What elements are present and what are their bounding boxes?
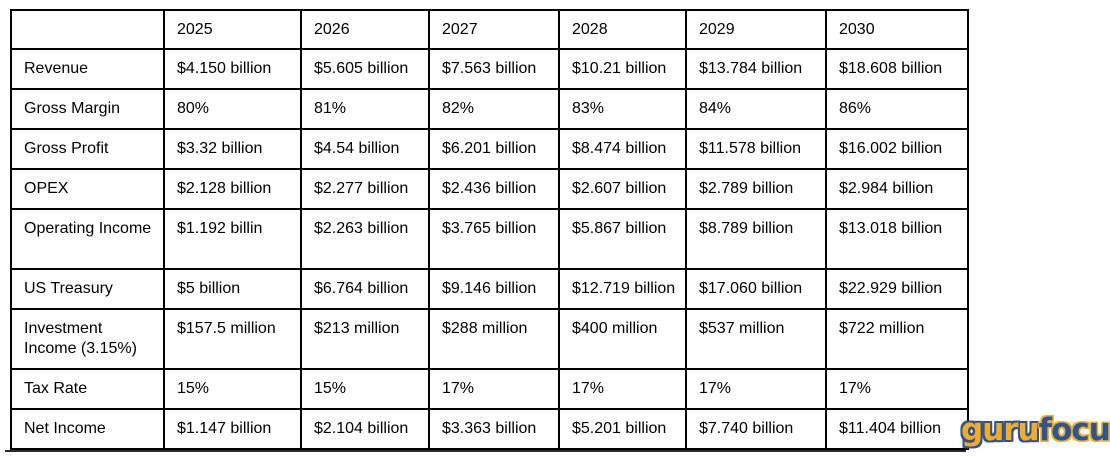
table-cell: $13.018 billion	[825, 208, 969, 270]
table-cell: 80%	[163, 88, 302, 130]
table-row-net-income: Net Income $1.147 billion $2.104 billion…	[10, 408, 969, 450]
table-cell: $8.789 billion	[685, 208, 827, 270]
table-cell: $5.201 billion	[558, 408, 687, 450]
column-header-2030: 2030	[825, 9, 969, 50]
table-cell: $2.607 billion	[558, 168, 687, 210]
table-row-opex: OPEX $2.128 billion $2.277 billion $2.43…	[10, 168, 969, 210]
table-cell: $9.146 billion	[428, 268, 560, 310]
table-cell: 82%	[428, 88, 560, 130]
table-cell: 15%	[163, 368, 302, 410]
table-cell: $2.128 billion	[163, 168, 302, 210]
gurufocus-logo-focus: focus	[1038, 412, 1110, 448]
table-cell: $10.21 billion	[558, 48, 687, 90]
table-row-investment-income: Investment Income (3.15%) $157.5 million…	[10, 308, 969, 370]
table-cell: 86%	[825, 88, 969, 130]
table-row-gross-margin: Gross Margin 80% 81% 82% 83% 84% 86%	[10, 88, 969, 130]
table-cell: $17.060 billion	[685, 268, 827, 310]
table-cell: 17%	[825, 368, 969, 410]
projection-table: 2025 2026 2027 2028 2029 2030 Revenue $4…	[10, 9, 969, 450]
table-cell: $288 million	[428, 308, 560, 370]
header-row: 2025 2026 2027 2028 2029 2030	[10, 9, 969, 50]
table-row-tax-rate: Tax Rate 15% 15% 17% 17% 17% 17%	[10, 368, 969, 410]
table-cell: $2.277 billion	[300, 168, 430, 210]
table-cell: $22.929 billion	[825, 268, 969, 310]
row-label: OPEX	[10, 168, 165, 210]
table-cell: $213 million	[300, 308, 430, 370]
table-cell: $1.147 billion	[163, 408, 302, 450]
table-cell: $6.201 billion	[428, 128, 560, 170]
table-cell: 17%	[685, 368, 827, 410]
row-label: Gross Profit	[10, 128, 165, 170]
table-cell: $6.764 billion	[300, 268, 430, 310]
table-cell: $3.765 billion	[428, 208, 560, 270]
row-label: Tax Rate	[10, 368, 165, 410]
table-row-revenue: Revenue $4.150 billion $5.605 billion $7…	[10, 48, 969, 90]
table-cell: $2.436 billion	[428, 168, 560, 210]
table-cell: $2.789 billion	[685, 168, 827, 210]
table-cell: $722 million	[825, 308, 969, 370]
table-cell: $5 billion	[163, 268, 302, 310]
gurufocus-logo: gurufocus	[961, 412, 1110, 448]
table-cell: $3.32 billion	[163, 128, 302, 170]
table-cell: $12.719 billion	[558, 268, 687, 310]
table-row-operating-income: Operating Income $1.192 billin $2.263 bi…	[10, 208, 969, 270]
table-cell: $5.605 billion	[300, 48, 430, 90]
column-header-blank	[10, 9, 165, 50]
table-row-gross-profit: Gross Profit $3.32 billion $4.54 billion…	[10, 128, 969, 170]
column-header-2025: 2025	[163, 9, 302, 50]
column-header-2029: 2029	[685, 9, 827, 50]
column-header-2027: 2027	[428, 9, 560, 50]
table-cell: $11.578 billion	[685, 128, 827, 170]
table-cell: 15%	[300, 368, 430, 410]
row-label: Net Income	[10, 408, 165, 450]
table-cell: $3.363 billion	[428, 408, 560, 450]
column-header-2026: 2026	[300, 9, 430, 50]
column-header-2028: 2028	[558, 9, 687, 50]
row-label: US Treasury	[10, 268, 165, 310]
table-cell: $8.474 billion	[558, 128, 687, 170]
table-cell: 84%	[685, 88, 827, 130]
table-cell: $2.263 billion	[300, 208, 430, 270]
row-label: Investment Income (3.15%)	[10, 308, 165, 370]
table-cell: $13.784 billion	[685, 48, 827, 90]
table-cell: $400 million	[558, 308, 687, 370]
table-cell: 17%	[558, 368, 687, 410]
table-cell: $5.867 billion	[558, 208, 687, 270]
horizontal-divider	[5, 450, 966, 452]
table-cell: $4.54 billion	[300, 128, 430, 170]
table-cell: 83%	[558, 88, 687, 130]
table-cell: 81%	[300, 88, 430, 130]
table-cell: $18.608 billion	[825, 48, 969, 90]
table-cell: $11.404 billion	[825, 408, 969, 450]
row-label: Revenue	[10, 48, 165, 90]
table-cell: $537 million	[685, 308, 827, 370]
table-cell: $7.740 billion	[685, 408, 827, 450]
table-cell: 17%	[428, 368, 560, 410]
table-cell: $157.5 million	[163, 308, 302, 370]
row-label: Gross Margin	[10, 88, 165, 130]
row-label: Operating Income	[10, 208, 165, 270]
table-cell: $2.984 billion	[825, 168, 969, 210]
table-row-us-treasury: US Treasury $5 billion $6.764 billion $9…	[10, 268, 969, 310]
table-cell: $4.150 billion	[163, 48, 302, 90]
gurufocus-logo-guru: guru	[961, 412, 1040, 448]
table-cell: $16.002 billion	[825, 128, 969, 170]
table-cell: $2.104 billion	[300, 408, 430, 450]
table-cell: $1.192 billin	[163, 208, 302, 270]
table-cell: $7.563 billion	[428, 48, 560, 90]
